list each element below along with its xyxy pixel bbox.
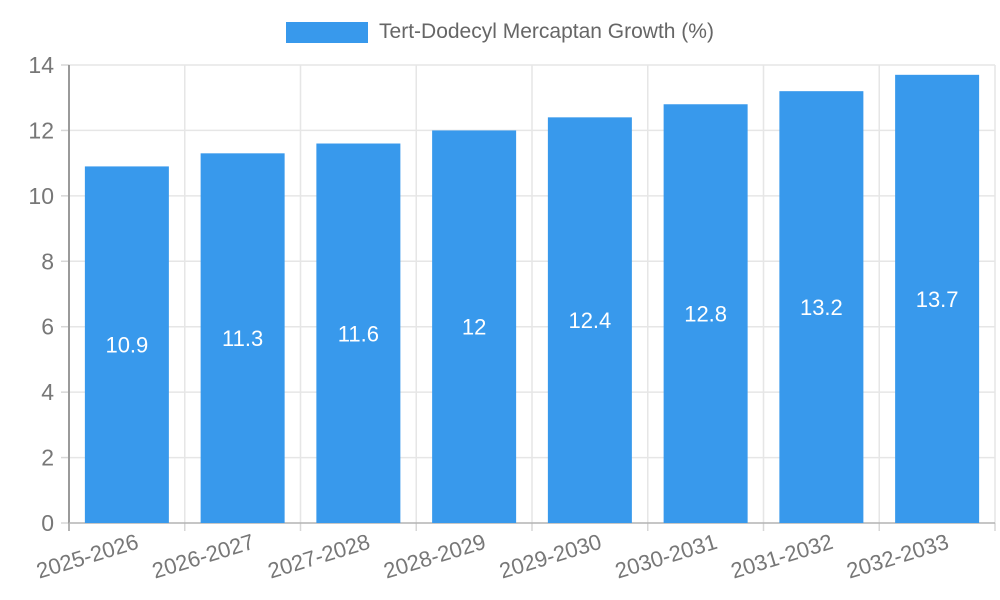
bar[interactable]: [200, 153, 285, 524]
bar-value-label: 11.6: [338, 321, 379, 346]
x-tick-label: 2031-2032: [728, 529, 836, 584]
bar[interactable]: [316, 143, 401, 523]
y-tick-label: 6: [41, 314, 54, 340]
bar[interactable]: [432, 130, 517, 523]
bar-value-label: 12.8: [684, 302, 727, 327]
bar-value-label: 12.4: [568, 308, 611, 333]
bar-value-label: 10.9: [105, 333, 148, 358]
y-tick-label: 4: [41, 379, 54, 405]
y-tick-label: 10: [28, 183, 54, 209]
x-tick-label: 2028-2029: [381, 529, 489, 584]
x-tick-label: 2030-2031: [612, 529, 720, 584]
x-tick-label: 2025-2026: [33, 529, 141, 584]
bar-value-label: 12: [462, 315, 486, 340]
legend-swatch[interactable]: [286, 21, 369, 43]
y-tick-label: 12: [28, 117, 54, 143]
bar-value-label: 11.3: [222, 326, 263, 351]
x-tick-label: 2029-2030: [496, 529, 604, 584]
x-tick-label: 2032-2033: [844, 529, 952, 584]
bar[interactable]: [84, 166, 169, 523]
bar[interactable]: [663, 104, 748, 523]
bar[interactable]: [547, 117, 632, 523]
y-tick-label: 0: [41, 510, 54, 536]
bar[interactable]: [895, 74, 980, 524]
legend-label: Tert-Dodecyl Mercaptan Growth (%): [379, 20, 714, 43]
bar-value-label: 13.7: [916, 287, 959, 312]
y-tick-label: 2: [41, 445, 54, 471]
chart-legend[interactable]: Tert-Dodecyl Mercaptan Growth (%): [0, 20, 1000, 44]
bar-value-label: 13.2: [800, 295, 843, 320]
bar[interactable]: [779, 91, 864, 524]
y-tick-label: 8: [41, 248, 54, 274]
x-tick-label: 2027-2028: [265, 529, 373, 584]
y-tick-label: 14: [28, 52, 54, 78]
x-tick-label: 2026-2027: [149, 529, 257, 584]
